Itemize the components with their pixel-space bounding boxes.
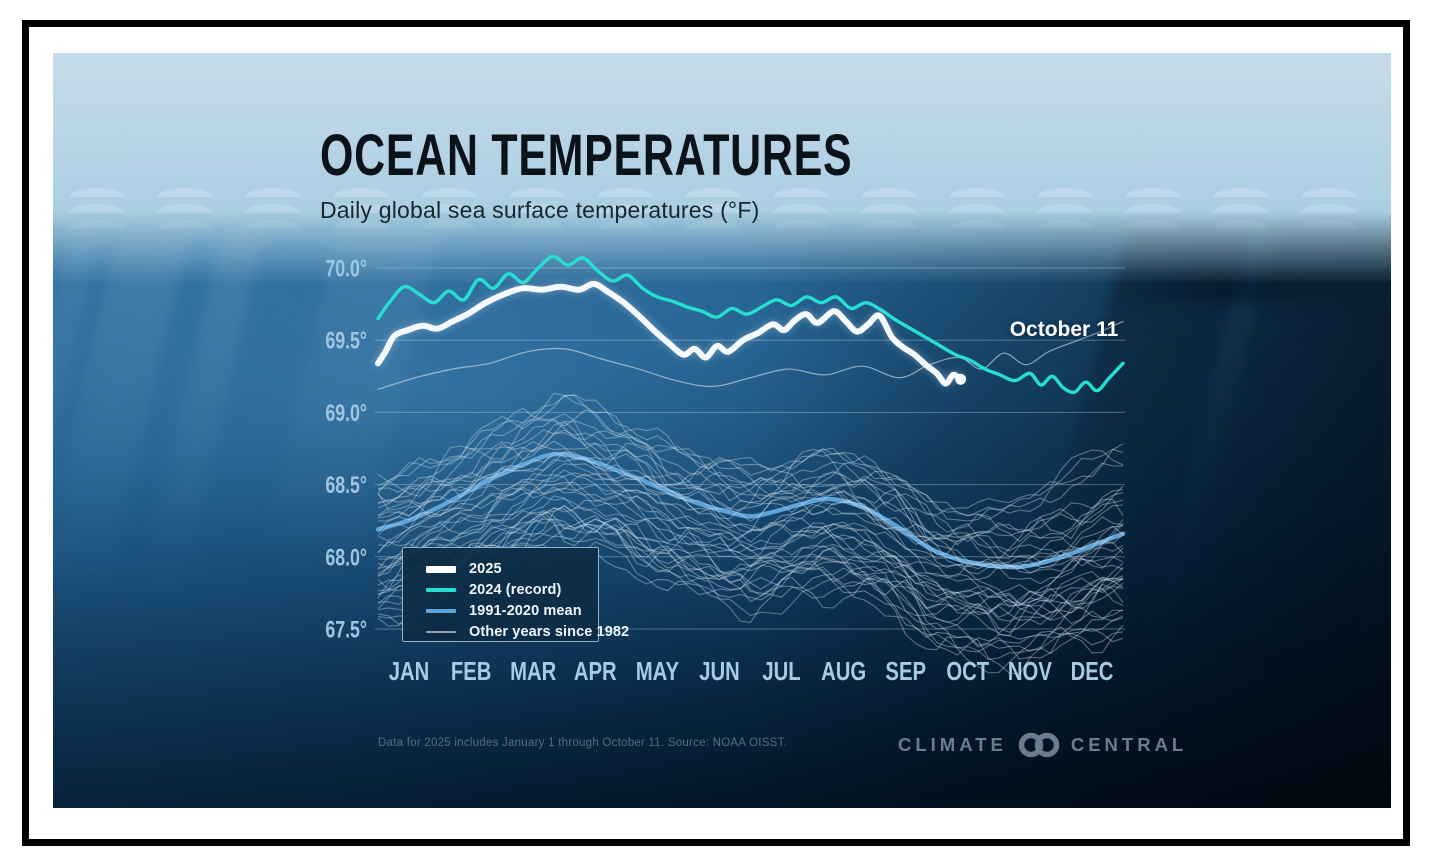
series-2025-line	[375, 280, 964, 387]
series-2024-line	[376, 254, 1125, 395]
legend-label: 1991-2020 mean	[469, 603, 582, 619]
x-tick-label: NOV	[1008, 657, 1052, 686]
legend-label: 2025	[469, 561, 502, 577]
x-tick-label: JAN	[389, 657, 430, 686]
legend-swatch	[426, 588, 456, 592]
other-year-line	[377, 480, 1124, 620]
legend-label: Other years since 1982	[469, 624, 630, 640]
other-year-line	[377, 456, 1124, 552]
logo-text-right: CENTRAL	[1070, 734, 1188, 755]
other-year-line	[377, 505, 1124, 626]
other-year-line	[377, 429, 1124, 546]
interlocking-circles-icon	[1018, 732, 1060, 758]
other-year-line	[377, 518, 1124, 674]
other-year-line	[377, 407, 1124, 517]
legend-item-3: Other years since 1982	[426, 622, 629, 642]
logo-text-left: CLIMATE	[898, 734, 1007, 755]
legend-swatch	[426, 631, 456, 633]
other-year-line	[377, 451, 1124, 582]
other-year-line	[377, 429, 1124, 574]
legend-label: 2024 (record)	[469, 582, 562, 598]
legend-swatch	[426, 565, 456, 573]
other-year-line	[377, 421, 1124, 543]
other-year-line	[377, 418, 1124, 516]
x-tick-label: APR	[574, 657, 617, 686]
other-year-line	[377, 440, 1124, 575]
other-year-line	[377, 473, 1124, 568]
x-tick-label: JUN	[699, 657, 740, 686]
y-tick-label: 69.5°	[325, 328, 367, 354]
source-note: Data for 2025 includes January 1 through…	[378, 737, 787, 749]
legend-swatch	[426, 609, 456, 613]
y-tick-label: 70.0°	[325, 256, 367, 282]
x-tick-label: SEP	[885, 657, 926, 686]
other-year-line	[377, 469, 1124, 606]
other-year-line	[377, 496, 1124, 607]
other-year-line	[378, 473, 1124, 608]
end-date-annotation: October 11	[1009, 318, 1119, 341]
other-year-line	[377, 486, 1124, 585]
other-year-line	[377, 392, 1124, 543]
other-year-line	[377, 504, 1124, 634]
sst-line-chart: 70.0° 69.5° 69.0° 68.5° 68.0° 67.5° JAN FEB MAR A…	[325, 254, 1126, 686]
x-tick-label: OCT	[946, 657, 989, 686]
x-tick-label: DEC	[1071, 657, 1114, 686]
other-year-line	[377, 514, 1124, 655]
x-tick-label: FEB	[451, 657, 492, 686]
header: OCEAN TEMPERATURES Daily global sea surf…	[320, 127, 1039, 224]
x-tick-label: JUL	[762, 657, 800, 686]
other-year-line	[377, 451, 1124, 570]
other-year-line	[377, 463, 1124, 616]
other-year-line	[377, 394, 1124, 522]
y-tick-label: 69.0°	[325, 400, 367, 426]
series-2025-end-dot	[955, 373, 967, 385]
page-title: OCEAN TEMPERATURES	[320, 123, 853, 188]
series-2023-line	[377, 320, 1124, 390]
chart-legend: 2025 2024 (record) 1991-2020 mean Other yea…	[402, 547, 629, 642]
other-year-line	[377, 518, 1124, 660]
series-1991-2020-mean-line	[375, 451, 1126, 570]
other-year-line	[377, 394, 1124, 520]
climate-central-logo: CLIMATE CENTRAL	[898, 731, 1187, 759]
page-subtitle: Daily global sea surface temperatures (°…	[320, 197, 760, 223]
other-year-line	[377, 413, 1124, 560]
legend-item-2: 1991-2020 mean	[426, 601, 598, 621]
y-tick-label: 67.5°	[325, 617, 367, 643]
other-year-line	[377, 481, 1124, 607]
infographic-canvas: OCEAN TEMPERATURES Daily global sea surf…	[53, 53, 1391, 808]
other-year-line	[377, 507, 1124, 618]
legend-item-0: 2025	[426, 559, 598, 579]
y-tick-label: 68.0°	[325, 545, 367, 571]
x-tick-label: AUG	[821, 657, 866, 686]
other-year-line	[377, 451, 1124, 560]
legend-item-1: 2024 (record)	[426, 580, 598, 600]
wave-pattern	[53, 196, 1391, 213]
x-tick-label: MAY	[636, 657, 680, 686]
x-tick-label: MAR	[510, 657, 556, 686]
other-year-line	[377, 494, 1124, 614]
y-tick-label: 68.5°	[325, 473, 367, 499]
other-year-line	[377, 441, 1124, 542]
wave-pattern	[53, 180, 1391, 197]
other-year-line	[377, 420, 1124, 560]
other-year-line	[377, 495, 1124, 607]
other-year-line	[377, 472, 1124, 570]
